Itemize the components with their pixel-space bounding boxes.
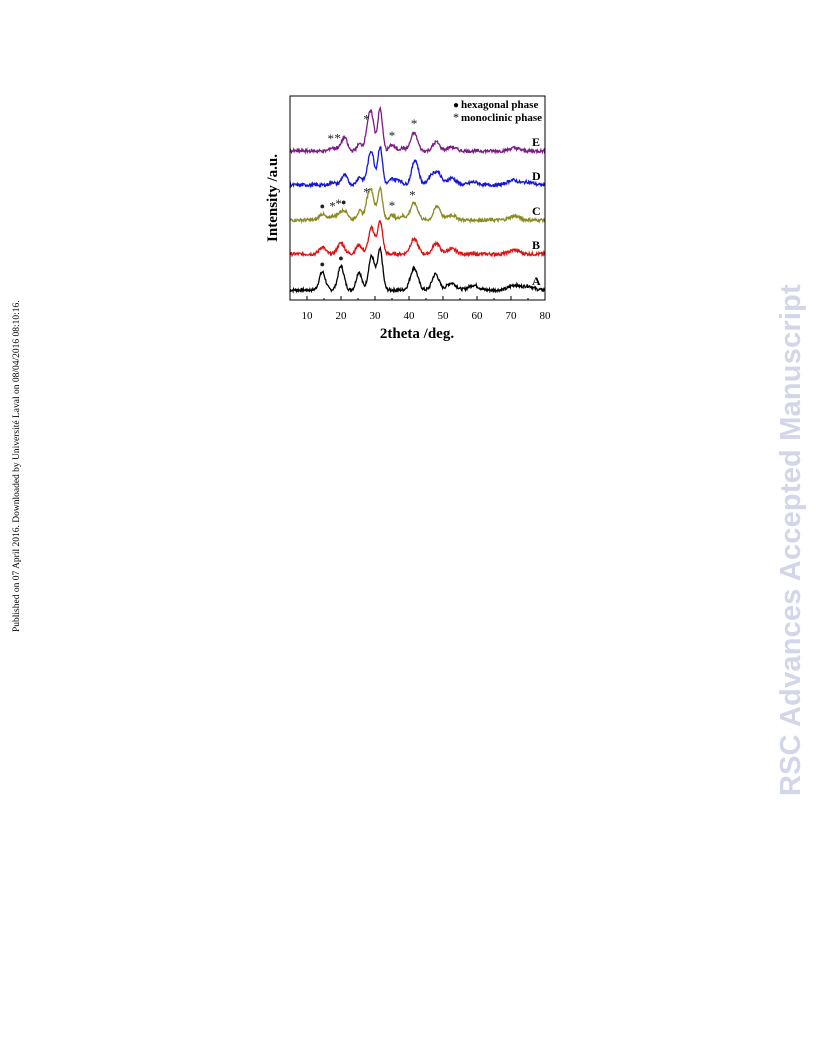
series-D-line [289, 146, 546, 189]
series-D-label: D [532, 169, 541, 183]
legend-marker-1: * [453, 110, 459, 124]
x-tick-label: 10 [302, 310, 314, 322]
series-C-label: C [532, 204, 541, 218]
series-C-line [289, 185, 546, 224]
annotation-layer: ●●● * * ●**** **** [320, 111, 418, 269]
phase-marker-8: * [409, 188, 416, 203]
phase-marker-12: * [389, 128, 396, 143]
x-tick-label: 60 [472, 310, 484, 322]
legend-label-0: hexagonal phase [461, 99, 538, 111]
legend-marker-0: ● [453, 100, 459, 111]
phase-marker-4: * [335, 196, 342, 211]
plot-frame [289, 95, 546, 301]
phase-marker-7: * [389, 198, 396, 213]
legend: ● hexagonal phase* monoclinic phase [453, 99, 542, 124]
phase-marker-3: * [329, 199, 336, 214]
phase-marker-1: ● [338, 253, 343, 263]
series-E-line [289, 105, 546, 155]
x-ticks: 10 20 30 40 50 60 70 80 [289, 296, 552, 322]
phase-marker-5: ● [341, 197, 346, 207]
series-layer: A B C D E [289, 105, 546, 294]
x-tick-label: 50 [438, 310, 450, 322]
x-tick-label: 80 [540, 310, 552, 322]
phase-marker-10: * [334, 130, 341, 145]
series-A-label: A [532, 274, 541, 288]
series-E-label: E [532, 135, 540, 149]
phase-marker-13: * [411, 116, 418, 131]
x-tick-label: 40 [404, 310, 416, 322]
x-axis-label: 2theta /deg. [380, 326, 454, 342]
phase-marker-11: * [363, 111, 370, 126]
series-A-line [289, 245, 546, 294]
phase-marker-0: ● [320, 259, 325, 269]
y-axis-label: Intensity /a.u. [265, 154, 281, 242]
phase-marker-9: * [328, 131, 335, 146]
series-B-label: B [532, 238, 540, 252]
x-tick-label: 30 [370, 310, 382, 322]
x-tick-label: 70 [506, 310, 518, 322]
series-B-line [289, 219, 546, 258]
x-tick-label: 20 [336, 310, 348, 322]
phase-marker-6: * [363, 184, 370, 199]
phase-marker-2: ● [320, 201, 325, 211]
legend-label-1: monoclinic phase [461, 112, 542, 124]
